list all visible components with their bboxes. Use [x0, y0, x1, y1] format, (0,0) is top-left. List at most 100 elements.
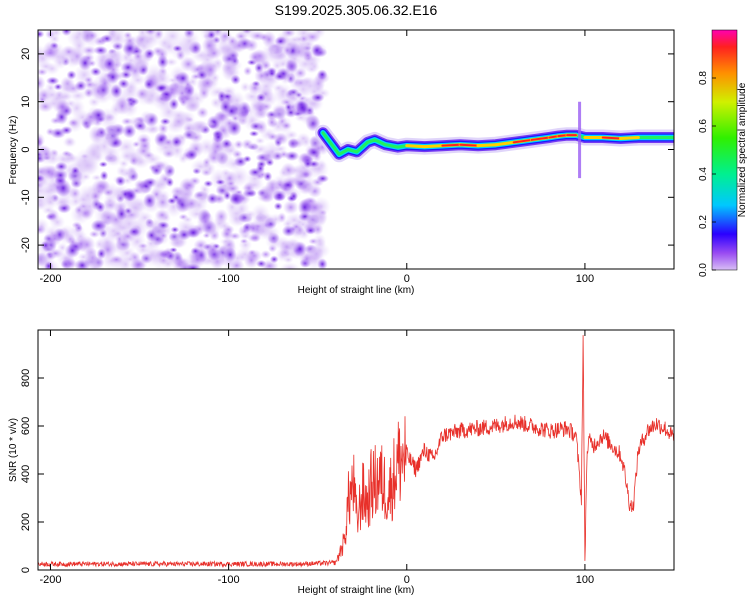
- noise-blob: [243, 155, 252, 163]
- noise-blob: [163, 138, 174, 147]
- noise-blob: [40, 240, 51, 250]
- noise-blob: [271, 183, 282, 192]
- ridge-core-peak: [512, 138, 533, 144]
- y-tick-label: -10: [20, 189, 32, 205]
- noise-blob: [197, 138, 216, 156]
- noise-blob: [61, 30, 72, 37]
- noise-blob: [223, 59, 243, 72]
- noise-blob: [170, 109, 187, 122]
- noise-blob: [247, 80, 263, 95]
- snr-series-line: [38, 335, 674, 568]
- noise-blob: [167, 197, 177, 205]
- noise-blob: [38, 30, 45, 39]
- noise-blob: [178, 152, 189, 164]
- noise-blob: [304, 31, 321, 43]
- noise-blob: [281, 225, 296, 237]
- noise-blob: [93, 45, 108, 56]
- noise-blob: [260, 60, 272, 71]
- noise-blob: [212, 131, 225, 143]
- noise-blob: [42, 48, 59, 58]
- noise-blob: [210, 140, 225, 153]
- spectrogram-x-axis-label: Height of straight line (km): [298, 285, 415, 296]
- noise-blob: [84, 76, 94, 84]
- noise-blob: [168, 98, 179, 111]
- noise-blob: [106, 70, 120, 85]
- noise-blob: [64, 51, 81, 68]
- noise-blob: [38, 96, 47, 104]
- spectrogram-y-axis-label: Frequency (Hz): [8, 116, 19, 185]
- noise-blob: [99, 170, 109, 181]
- noise-blob: [47, 209, 60, 223]
- noise-blob: [138, 140, 152, 152]
- noise-blob: [219, 100, 232, 114]
- noise-blob: [243, 181, 255, 195]
- noise-blob: [54, 196, 70, 208]
- noise-blob: [182, 181, 197, 190]
- noise-blob: [282, 200, 299, 215]
- noise-blob: [305, 226, 317, 235]
- noise-blob: [103, 188, 114, 197]
- noise-blob: [190, 73, 202, 80]
- noise-blob: [83, 246, 98, 263]
- noise-blob: [129, 155, 139, 166]
- noise-blob: [129, 258, 148, 269]
- snr-y-axis-label: SNR (10 * v/v): [8, 418, 19, 482]
- noise-blob: [230, 74, 241, 85]
- y-tick-label: 0: [20, 567, 32, 573]
- noise-blob: [225, 183, 240, 194]
- colorbar-tick-label: 0.0: [698, 263, 709, 277]
- noise-blob: [186, 227, 200, 238]
- noise-blob: [316, 174, 330, 183]
- noise-blob: [185, 263, 202, 269]
- noise-blob: [306, 147, 322, 158]
- spectrogram-noise-field: [38, 30, 331, 269]
- noise-blob: [74, 80, 87, 92]
- noise-blob: [139, 110, 154, 124]
- noise-blob: [278, 167, 290, 179]
- noise-blob: [109, 255, 123, 264]
- noise-blob: [257, 170, 267, 179]
- noise-blob: [300, 76, 322, 96]
- noise-blob: [248, 130, 260, 137]
- noise-blob: [68, 119, 79, 127]
- noise-blob: [304, 244, 321, 259]
- noise-blob: [256, 93, 266, 102]
- noise-blob: [273, 202, 283, 211]
- noise-blob: [86, 31, 98, 40]
- noise-blob: [104, 224, 124, 238]
- noise-blob: [222, 224, 235, 235]
- noise-blob: [75, 192, 92, 207]
- ridge-core-high: [619, 136, 640, 141]
- noise-blob: [153, 178, 170, 191]
- noise-blob: [123, 31, 133, 40]
- noise-blob: [127, 62, 143, 80]
- noise-blob: [115, 207, 128, 221]
- noise-blob: [217, 90, 227, 102]
- noise-blob: [283, 181, 294, 189]
- noise-blob: [244, 38, 259, 52]
- noise-blob: [285, 60, 298, 72]
- x-tick-label: 100: [576, 574, 594, 586]
- snr-panel: -200 -100 0 100 0 200 400 600 800 Height of str…: [8, 329, 675, 596]
- noise-blob: [303, 159, 313, 169]
- colorbar-label: Normalized spectral amplitude: [737, 82, 748, 217]
- noise-blob: [187, 129, 199, 139]
- noise-blob: [266, 116, 278, 129]
- noise-blob: [122, 40, 138, 57]
- snr-frame: [37, 329, 675, 571]
- y-tick-label: 800: [20, 369, 32, 387]
- noise-blob: [38, 136, 44, 147]
- noise-blob: [141, 243, 162, 267]
- noise-blob: [91, 174, 103, 182]
- noise-blob: [185, 149, 198, 161]
- noise-blob: [260, 73, 278, 85]
- ridge-core-high: [476, 143, 498, 148]
- noise-blob: [177, 189, 193, 206]
- noise-blob: [178, 30, 200, 54]
- noise-blob: [159, 117, 171, 126]
- noise-blob: [80, 172, 91, 181]
- noise-blob: [205, 120, 217, 128]
- noise-blob: [262, 225, 280, 243]
- noise-blob: [218, 30, 233, 43]
- noise-blob: [203, 61, 218, 78]
